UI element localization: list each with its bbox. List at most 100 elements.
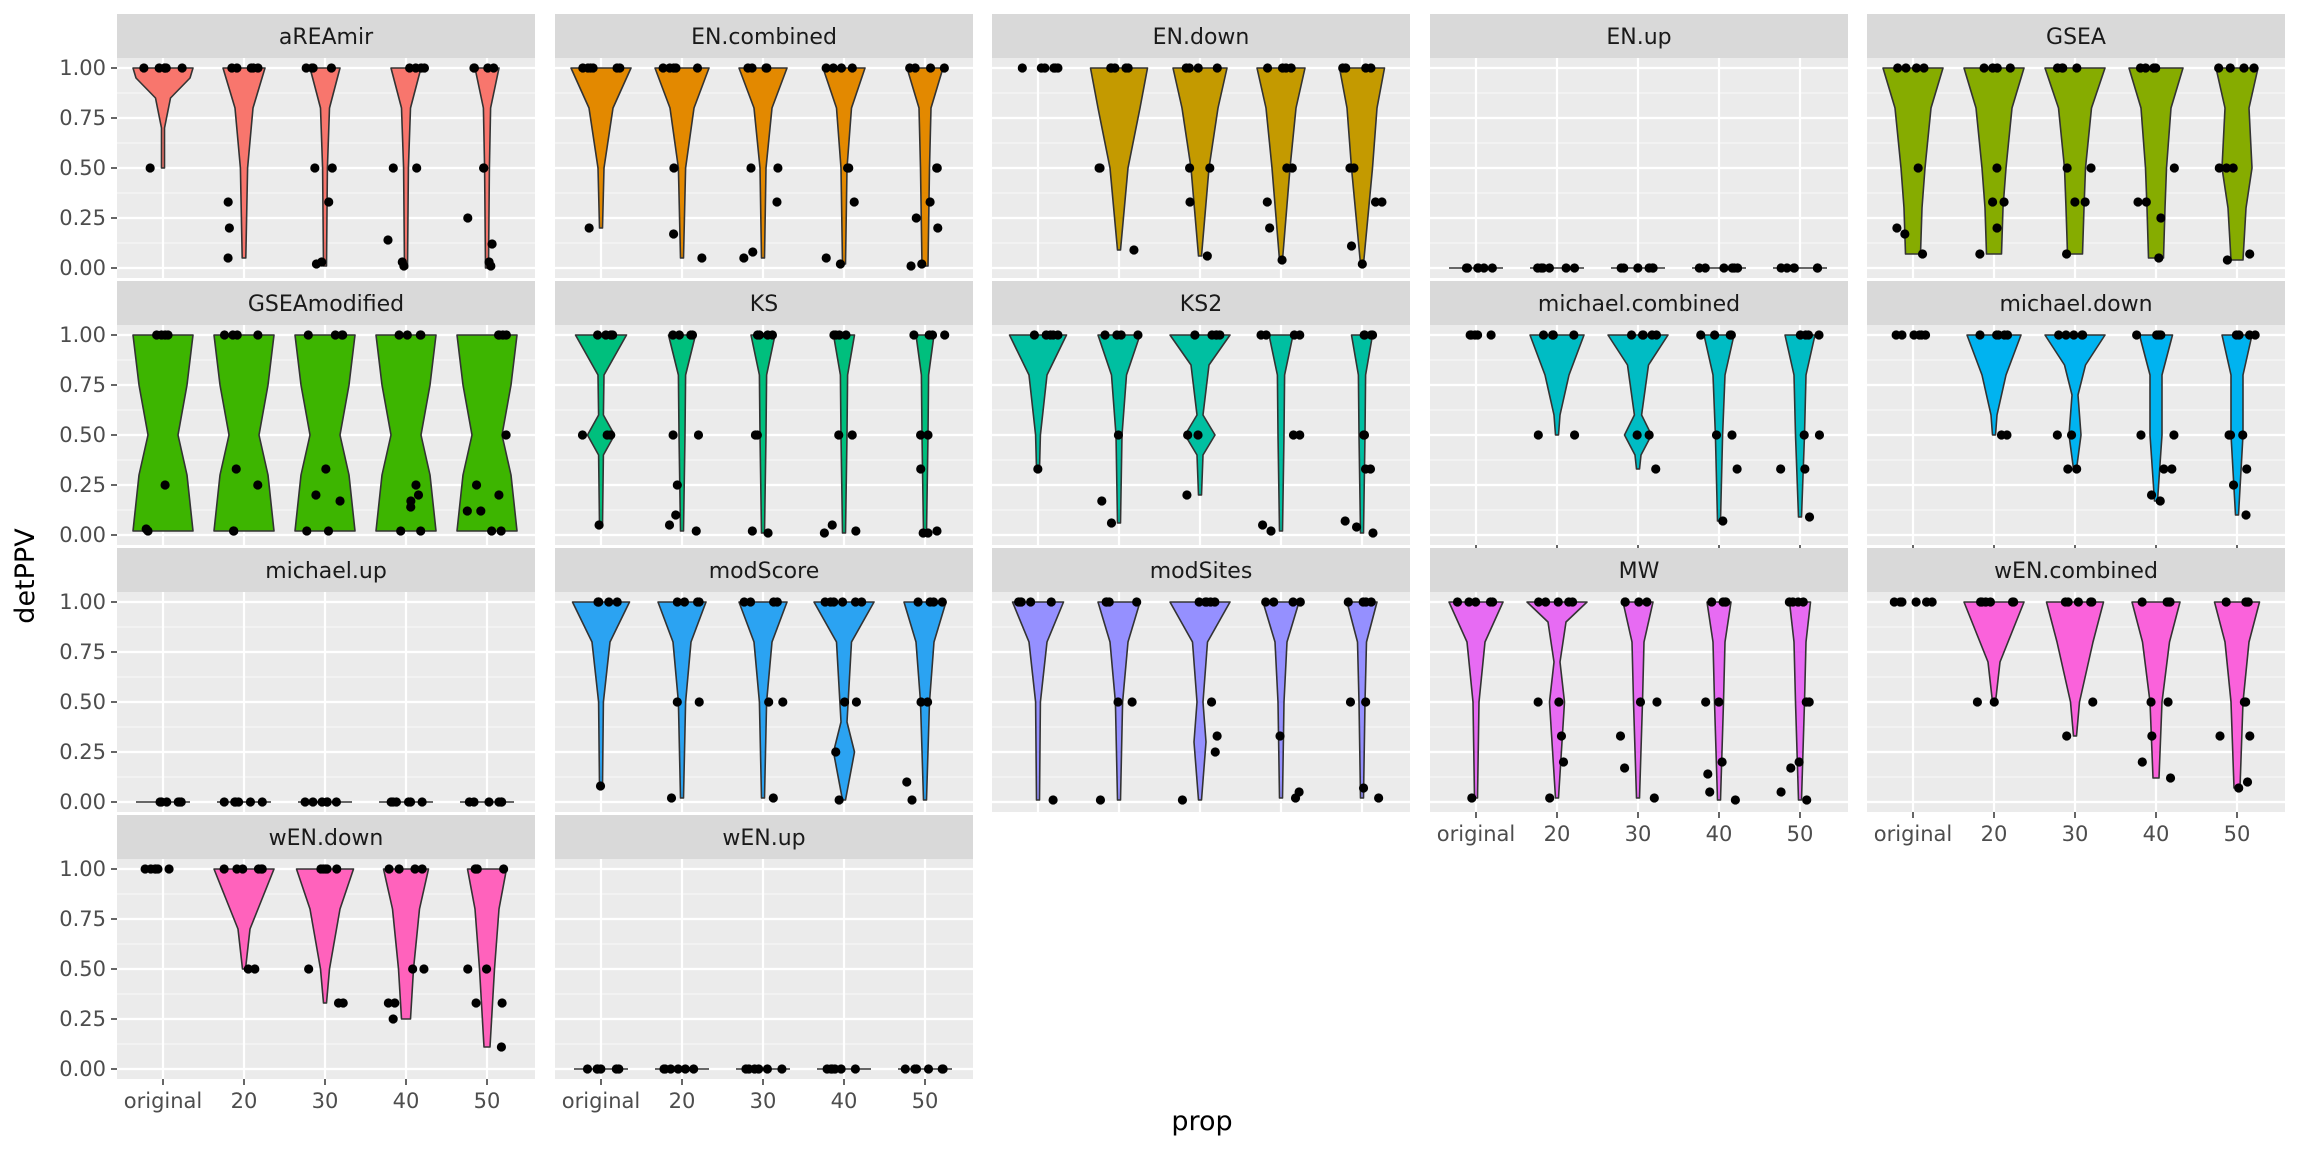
facet-panel: EN.down bbox=[992, 14, 1410, 278]
violin bbox=[738, 601, 788, 799]
data-point bbox=[1913, 163, 1923, 173]
data-point bbox=[1569, 263, 1580, 273]
data-point bbox=[825, 597, 836, 607]
data-point bbox=[1205, 163, 1215, 173]
data-point bbox=[673, 1064, 683, 1074]
data-point bbox=[686, 330, 696, 340]
data-point bbox=[763, 528, 773, 538]
data-point bbox=[1632, 430, 1642, 440]
y-tick-label: 1.00 bbox=[59, 590, 106, 614]
data-point bbox=[2159, 464, 2169, 474]
data-point bbox=[2061, 249, 2072, 259]
data-point bbox=[754, 1064, 764, 1074]
x-axis-title: prop bbox=[1171, 1106, 1232, 1137]
facet-strip bbox=[1430, 281, 1848, 325]
data-point bbox=[416, 526, 426, 536]
data-point bbox=[2241, 510, 2251, 520]
x-tick-label: 40 bbox=[393, 1089, 420, 1113]
data-point bbox=[1700, 263, 1710, 273]
data-point bbox=[2154, 253, 2164, 263]
data-point bbox=[1648, 263, 1658, 273]
data-point bbox=[1184, 163, 1195, 173]
facet-strip bbox=[1867, 548, 2285, 592]
data-point bbox=[768, 793, 778, 803]
data-point bbox=[2002, 430, 2012, 440]
facet-label: michael.up bbox=[265, 559, 387, 584]
data-point bbox=[1619, 263, 1629, 273]
data-point bbox=[2061, 330, 2071, 340]
data-point bbox=[764, 697, 774, 707]
data-point bbox=[1097, 496, 1107, 506]
data-point bbox=[1212, 63, 1222, 73]
data-point bbox=[2054, 330, 2064, 340]
data-point bbox=[857, 597, 867, 607]
data-point bbox=[1901, 63, 1911, 73]
data-point bbox=[1892, 223, 1902, 233]
data-point bbox=[219, 797, 229, 807]
data-point bbox=[612, 63, 622, 73]
data-point bbox=[1257, 520, 1268, 530]
data-point bbox=[694, 697, 704, 707]
data-point bbox=[410, 864, 420, 874]
data-point bbox=[1538, 330, 1549, 340]
data-point bbox=[1788, 597, 1798, 607]
violin bbox=[2213, 601, 2261, 789]
data-point bbox=[388, 1014, 398, 1024]
data-point bbox=[1558, 757, 1569, 767]
data-point bbox=[384, 864, 394, 874]
data-point bbox=[669, 163, 679, 173]
data-point bbox=[1814, 330, 1824, 340]
facet-strip bbox=[117, 14, 535, 58]
data-point bbox=[1541, 597, 1551, 607]
data-point bbox=[2245, 249, 2255, 259]
facet-strip bbox=[1430, 14, 1848, 58]
data-point bbox=[1473, 263, 1483, 273]
data-point bbox=[1794, 757, 1804, 767]
y-tick-label: 1.00 bbox=[59, 323, 106, 347]
data-point bbox=[672, 597, 682, 607]
data-point bbox=[1801, 330, 1811, 340]
data-point bbox=[1370, 197, 1381, 207]
data-point bbox=[834, 330, 844, 340]
data-point bbox=[243, 964, 253, 974]
data-point bbox=[469, 797, 479, 807]
data-point bbox=[253, 63, 263, 73]
data-point bbox=[606, 430, 616, 440]
data-point bbox=[913, 597, 923, 607]
data-point bbox=[1711, 430, 1722, 440]
data-point bbox=[1776, 464, 1786, 474]
data-point bbox=[412, 163, 422, 173]
x-tick-label: original bbox=[1437, 822, 1516, 846]
data-point bbox=[1651, 330, 1662, 340]
data-point bbox=[594, 520, 604, 530]
data-point bbox=[666, 793, 677, 803]
x-tick-label: 20 bbox=[1981, 822, 2008, 846]
data-point bbox=[1357, 259, 1367, 269]
data-point bbox=[2080, 197, 2090, 207]
data-point bbox=[253, 480, 263, 490]
x-tick-label: original bbox=[124, 1089, 203, 1113]
x-tick-label: 20 bbox=[231, 1089, 258, 1113]
data-point bbox=[479, 163, 489, 173]
data-point bbox=[1891, 330, 1901, 340]
data-point bbox=[223, 253, 233, 263]
data-point bbox=[1345, 697, 1356, 707]
data-point bbox=[748, 247, 758, 257]
data-point bbox=[1652, 697, 1662, 707]
data-point bbox=[2156, 213, 2166, 223]
violin bbox=[456, 334, 518, 532]
data-point bbox=[1177, 795, 1188, 805]
data-point bbox=[2215, 731, 2225, 741]
data-point bbox=[2239, 63, 2249, 73]
data-point bbox=[1893, 63, 1903, 73]
data-point bbox=[1634, 597, 1644, 607]
data-point bbox=[671, 63, 681, 73]
facet-panel: wEN.combined original 20 30 40 50 bbox=[1867, 548, 2285, 846]
data-point bbox=[1094, 163, 1104, 173]
violin bbox=[213, 868, 275, 970]
data-point bbox=[1113, 697, 1123, 707]
data-point bbox=[672, 480, 682, 490]
data-point bbox=[471, 998, 481, 1008]
data-point bbox=[1461, 263, 1472, 273]
data-point bbox=[2151, 63, 2161, 73]
